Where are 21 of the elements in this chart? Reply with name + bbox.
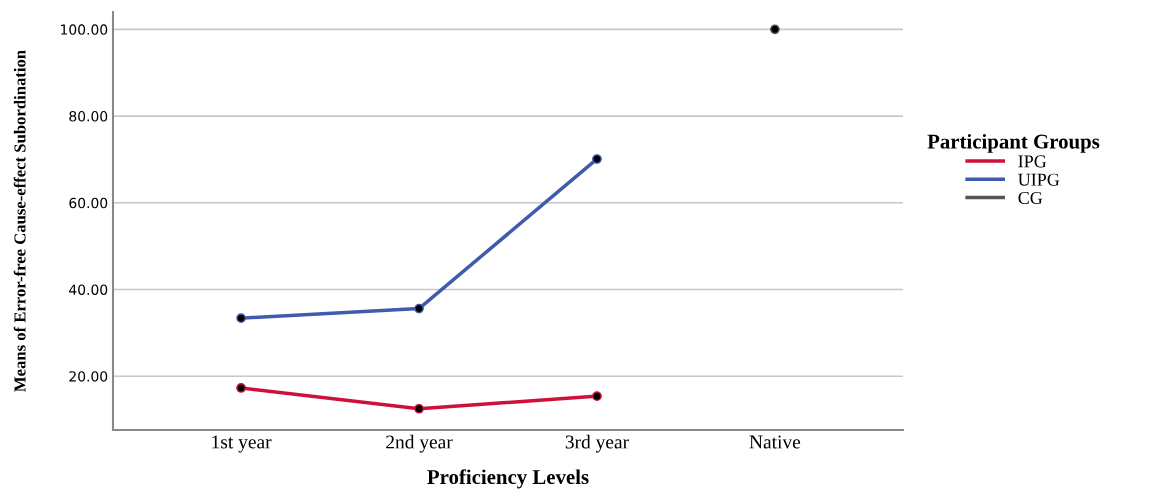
x-tick-label: 3rd year: [565, 434, 629, 453]
point: [236, 383, 246, 393]
point: [414, 303, 424, 314]
x-axis-title: Proficiency Levels: [427, 469, 589, 489]
y-tick-label: 80.00: [69, 111, 108, 122]
point: [236, 313, 246, 323]
y-tick-label: 100.00: [61, 24, 108, 35]
y-tick-label: 40.00: [69, 284, 108, 295]
y-tick-label: 60.00: [69, 197, 108, 209]
legend-label: UIPG: [1018, 173, 1060, 186]
point: [414, 403, 424, 414]
y-axis-title: Means of Error-free Cause-effect Subordination: [13, 50, 26, 392]
y-tick-label: 20.00: [69, 371, 108, 382]
legend-label: CG: [1018, 191, 1043, 205]
x-tick-label: 2nd year: [386, 434, 453, 453]
legend-title: Participant Groups: [927, 133, 1100, 153]
point: [592, 154, 602, 164]
x-tick-label: 1st year: [212, 435, 272, 453]
point: [592, 391, 602, 402]
legend-label: IPG: [1018, 155, 1047, 168]
x-tick-label: Native: [749, 435, 801, 449]
